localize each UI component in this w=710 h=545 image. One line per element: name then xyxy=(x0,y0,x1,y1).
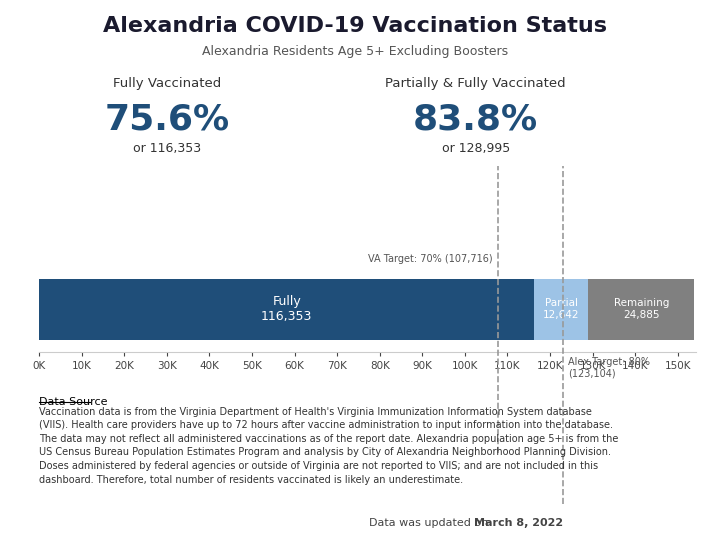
Text: 75.6%: 75.6% xyxy=(104,102,229,136)
Text: Partial
12,642: Partial 12,642 xyxy=(543,299,579,320)
Text: VA Target: 70% (107,716): VA Target: 70% (107,716) xyxy=(368,253,493,264)
Bar xyxy=(39,279,535,340)
Text: Remaining
24,885: Remaining 24,885 xyxy=(613,299,669,320)
Text: or 128,995: or 128,995 xyxy=(442,142,510,155)
Text: Alex Target: 80%
(123,104): Alex Target: 80% (123,104) xyxy=(568,356,650,378)
Bar xyxy=(589,279,694,340)
Text: Alexandria COVID-19 Vaccination Status: Alexandria COVID-19 Vaccination Status xyxy=(103,16,607,37)
Text: Vaccination data is from the Virginia Department of Health's Virginia Immunizati: Vaccination data is from the Virginia De… xyxy=(39,407,618,485)
Text: March 8, 2022: March 8, 2022 xyxy=(474,518,564,528)
Text: Fully
116,353: Fully 116,353 xyxy=(261,295,312,323)
Bar xyxy=(535,279,589,340)
Text: Data was updated on: Data was updated on xyxy=(369,518,492,528)
Text: Alexandria Residents Age 5+ Excluding Boosters: Alexandria Residents Age 5+ Excluding Bo… xyxy=(202,45,508,58)
Text: Partially & Fully Vaccinated: Partially & Fully Vaccinated xyxy=(386,77,566,90)
Text: Fully Vaccinated: Fully Vaccinated xyxy=(113,77,221,90)
Text: Data Source: Data Source xyxy=(39,397,107,407)
Text: 83.8%: 83.8% xyxy=(413,102,538,136)
Text: or 116,353: or 116,353 xyxy=(133,142,201,155)
